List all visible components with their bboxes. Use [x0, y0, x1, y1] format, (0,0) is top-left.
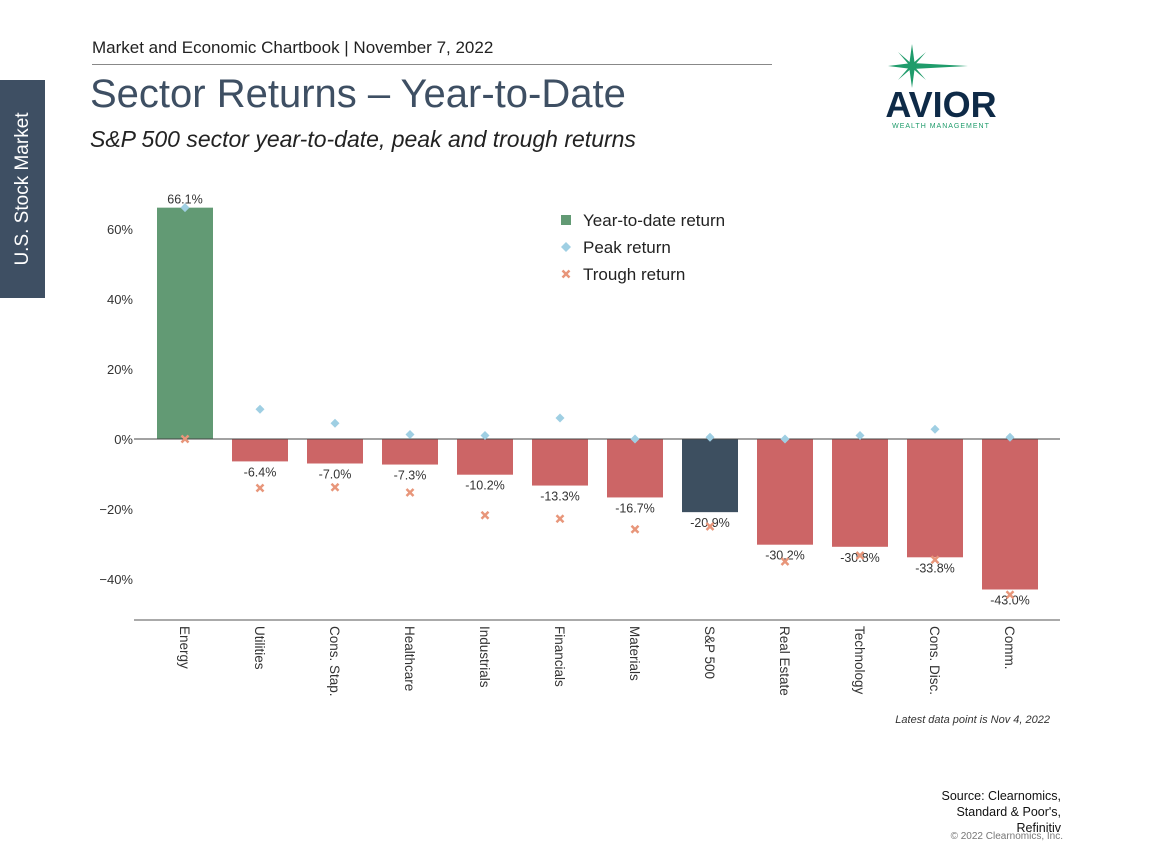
source-line: Source: Clearnomics, [941, 789, 1062, 803]
ytd-bar [982, 439, 1038, 590]
bar-data-label: -33.8% [915, 561, 955, 575]
legend-trough-label: Trough return [583, 265, 685, 284]
y-tick-label: 0% [114, 432, 133, 447]
y-tick-label: −40% [99, 572, 133, 587]
peak-marker [930, 424, 940, 434]
trough-marker [705, 522, 715, 531]
chartbook-header: Market and Economic Chartbook | November… [92, 38, 494, 57]
trough-marker [255, 483, 265, 493]
trough-marker [1005, 590, 1015, 600]
bar-data-label: -10.2% [465, 479, 505, 493]
peak-marker [405, 429, 415, 439]
logo-wordmark: AVIOR [885, 84, 996, 125]
bar-data-label: -13.3% [540, 490, 580, 504]
peak-marker [255, 404, 265, 414]
ytd-bar [532, 439, 588, 486]
legend-ytd-swatch [561, 215, 571, 225]
page-subtitle: S&P 500 sector year-to-date, peak and tr… [90, 126, 636, 152]
ytd-bar [157, 207, 213, 439]
peak-marker [630, 434, 640, 444]
category-label: Comm. [1002, 626, 1017, 670]
y-tick-label: 20% [107, 362, 133, 377]
peak-marker [780, 434, 790, 444]
ytd-bar [907, 439, 963, 558]
latest-data-note: Latest data point is Nov 4, 2022 [895, 714, 1050, 726]
legend-trough-swatch [561, 269, 571, 279]
trough-marker [405, 488, 415, 497]
category-label: Energy [177, 626, 192, 669]
trough-marker [480, 510, 490, 520]
peak-marker [855, 431, 865, 440]
bar-data-label: -20.9% [690, 516, 730, 530]
ytd-bar [457, 439, 513, 475]
peak-marker [705, 432, 715, 442]
ytd-bar [307, 439, 363, 464]
peak-marker [480, 431, 490, 440]
peak-marker [1005, 432, 1015, 442]
legend-peak-label: Peak return [583, 238, 671, 257]
bar-data-label: -7.0% [319, 468, 352, 482]
header-divider [92, 64, 772, 65]
peak-marker [555, 413, 565, 423]
bar-data-label: -16.7% [615, 501, 655, 515]
category-label: Healthcare [402, 626, 417, 691]
legend-ytd-label: Year-to-date return [583, 211, 725, 230]
category-label: Real Estate [777, 626, 792, 696]
copyright: © 2022 Clearnomics, Inc. [950, 831, 1063, 842]
bar-data-label: 66.1% [167, 193, 202, 207]
source-line: Standard & Poor's, [956, 805, 1061, 819]
category-label: Materials [627, 626, 642, 681]
trough-marker [555, 514, 565, 524]
trough-marker [930, 555, 940, 565]
ytd-bar [232, 439, 288, 462]
bar-data-label: -30.2% [765, 549, 805, 563]
trough-marker [180, 434, 190, 444]
category-label: Cons. Disc. [927, 626, 942, 695]
ytd-bar [832, 439, 888, 547]
source-line: Refinitiv [1016, 821, 1061, 835]
trough-marker [630, 524, 640, 534]
bar-data-label: -6.4% [244, 465, 277, 479]
category-label: Industrials [477, 626, 492, 688]
star-icon [888, 44, 968, 88]
y-tick-label: −20% [99, 502, 133, 517]
trough-marker [855, 551, 865, 560]
trough-marker [780, 557, 790, 566]
ytd-bar [382, 439, 438, 465]
bar-data-label: -30.8% [840, 551, 880, 565]
trough-marker [330, 482, 340, 492]
category-label: S&P 500 [702, 626, 717, 679]
legend-peak-swatch [561, 242, 571, 252]
ytd-bar [607, 439, 663, 498]
bar-data-label: -7.3% [394, 469, 427, 483]
page-title: Sector Returns – Year-to-Date [90, 72, 626, 116]
category-label: Utilities [252, 626, 267, 670]
peak-marker [330, 418, 340, 428]
category-label: Technology [852, 626, 867, 695]
ytd-bar [757, 439, 813, 545]
source-credit: Source: Clearnomics, Standard & Poor's, … [880, 788, 1062, 836]
category-label: Cons. Stap. [327, 626, 342, 697]
category-label: Financials [552, 626, 567, 687]
peak-marker [180, 203, 190, 213]
section-tab: U.S. Stock Market [0, 80, 45, 298]
bar-data-label: -43.0% [990, 594, 1030, 608]
y-tick-label: 40% [107, 292, 133, 307]
logo-tagline: WEALTH MANAGEMENT [892, 123, 990, 130]
y-tick-label: 60% [107, 222, 133, 237]
avior-logo: AVIOR WEALTH MANAGEMENT [885, 44, 997, 130]
ytd-bar [682, 439, 738, 513]
